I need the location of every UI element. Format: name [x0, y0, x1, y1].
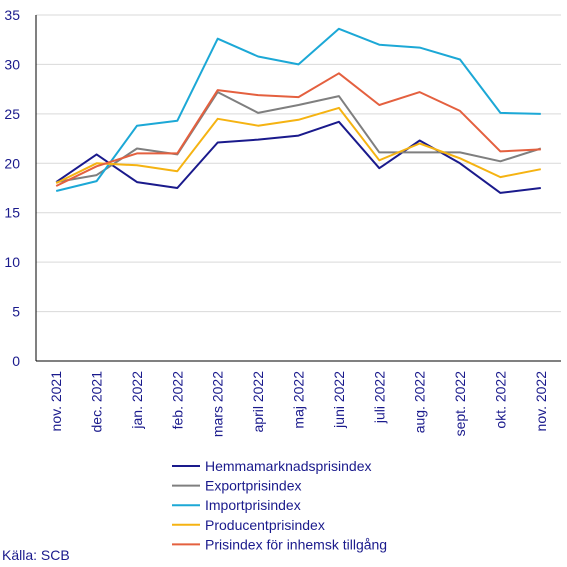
legend-label: Prisindex för inhemsk tillgång — [205, 536, 387, 552]
y-tick-label: 0 — [12, 353, 20, 369]
series-line-producentprisindex — [55, 106, 541, 184]
source-label: Källa: SCB — [2, 547, 70, 563]
y-axis-ticks: 0 5 10 15 20 25 30 35 — [4, 7, 20, 369]
x-tick-label: maj 2022 — [291, 371, 307, 429]
x-tick-label: nov. 2022 — [533, 371, 549, 432]
legend-label: Producentprisindex — [205, 517, 325, 533]
series-line-importprisindex — [55, 27, 541, 192]
x-axis-ticks: nov. 2021 dec. 2021 jan. 2022 feb. 2022 mars… — [48, 371, 549, 437]
x-tick-label: feb. 2022 — [169, 371, 185, 430]
legend-label: Importprisindex — [205, 497, 301, 513]
y-tick-label: 30 — [4, 56, 20, 72]
x-tick-label: sept. 2022 — [452, 371, 468, 437]
y-tick-label: 10 — [4, 254, 20, 270]
x-tick-label: juli 2022 — [371, 371, 387, 424]
x-tick-label: dec. 2021 — [89, 371, 105, 433]
legend-label: Exportprisindex — [205, 478, 302, 494]
x-tick-label: april 2022 — [250, 371, 266, 433]
series-line-exportprisindex — [56, 91, 542, 184]
legend: Hemmamarknadsprisindex Exportprisindex Imp… — [172, 458, 387, 552]
series-line-prisindex-for-inhemsk-tillgang — [55, 72, 541, 187]
series-lines — [55, 27, 542, 194]
x-tick-label: juni 2022 — [331, 371, 347, 429]
x-tick-label: jan. 2022 — [129, 371, 145, 430]
x-tick-label: okt. 2022 — [492, 371, 508, 429]
y-tick-label: 15 — [4, 205, 20, 221]
y-tick-label: 5 — [12, 304, 20, 320]
y-tick-label: 25 — [4, 106, 20, 122]
x-tick-label: nov. 2021 — [48, 371, 64, 432]
x-tick-label: aug. 2022 — [412, 371, 428, 433]
y-tick-label: 35 — [4, 7, 20, 23]
series-line-hemmamarknadsprisindex — [55, 120, 541, 194]
legend-label: Hemmamarknadsprisindex — [205, 458, 372, 474]
x-tick-label: mars 2022 — [210, 371, 226, 437]
y-tick-label: 20 — [4, 155, 20, 171]
axes — [35, 15, 561, 362]
